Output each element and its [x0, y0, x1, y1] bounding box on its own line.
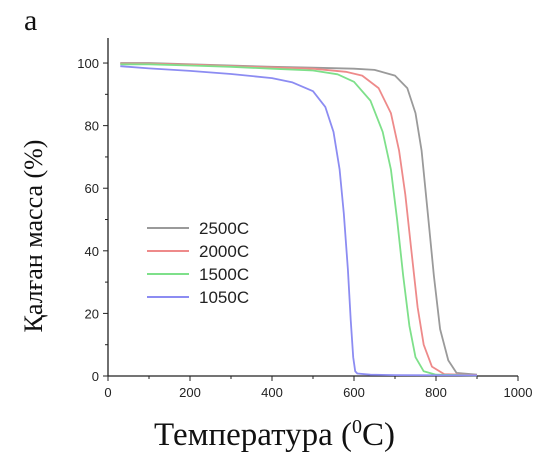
- panel-label: a: [24, 4, 38, 37]
- y-tick-label: 60: [85, 181, 99, 196]
- y-tick-label: 40: [85, 244, 99, 259]
- y-axis-label: Қалған масса (%): [19, 139, 48, 333]
- x-tick-label: 200: [179, 385, 201, 400]
- series-lines: [120, 62, 478, 377]
- plot-axes: [107, 38, 518, 377]
- x-tick-label: 600: [343, 385, 365, 400]
- series-line-2500C: [120, 62, 478, 376]
- legend-label: 2500C: [199, 219, 249, 238]
- y-tick-label: 20: [85, 306, 99, 321]
- y-tick-label: 100: [77, 56, 99, 71]
- x-tick-label: 800: [425, 385, 447, 400]
- series-line-1050C: [120, 65, 478, 377]
- axis-ticks: 0 200 400 600 800 1000 0 20 40 60 80 100: [77, 56, 532, 400]
- series-line-2000C: [120, 62, 478, 376]
- series-line-1500C: [120, 63, 478, 377]
- y-tick-label: 80: [85, 119, 99, 134]
- legend-label: 1500C: [199, 265, 249, 284]
- x-axis-label: Температура (0C): [0, 416, 549, 454]
- x-axis-label-text: Температура (: [154, 417, 352, 453]
- x-axis-label-unit: C): [361, 417, 395, 453]
- x-tick-label: 400: [261, 385, 283, 400]
- x-tick-label: 0: [104, 385, 111, 400]
- legend-label: 1050C: [199, 288, 249, 307]
- legend-label: 2000C: [199, 242, 249, 261]
- y-tick-label: 0: [92, 369, 99, 384]
- legend: 2500C 2000C 1500C 1050C: [147, 219, 249, 307]
- x-tick-label: 1000: [504, 385, 533, 400]
- x-axis-label-superscript: 0: [351, 416, 362, 438]
